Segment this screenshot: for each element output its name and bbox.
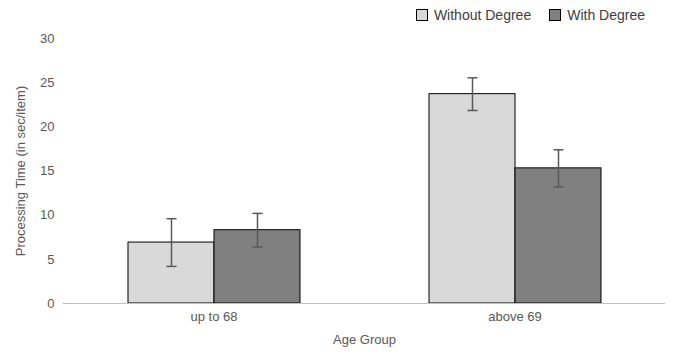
svg-text:0: 0 [47,296,54,311]
svg-text:15: 15 [40,163,54,178]
svg-text:20: 20 [40,119,54,134]
svg-text:5: 5 [47,251,54,266]
svg-text:above 69: above 69 [488,309,542,324]
svg-text:Processing Time (in sec/item): Processing Time (in sec/item) [13,86,28,257]
html-text:With Degree: With Degree [567,7,645,23]
svg-text:30: 30 [40,31,54,46]
svg-text:25: 25 [40,75,54,90]
svg-text:10: 10 [40,207,54,222]
svg-text:Age Group: Age Group [333,332,396,347]
html-text:Without Degree: Without Degree [433,7,532,23]
svg-text:up to 68: up to 68 [191,309,238,324]
